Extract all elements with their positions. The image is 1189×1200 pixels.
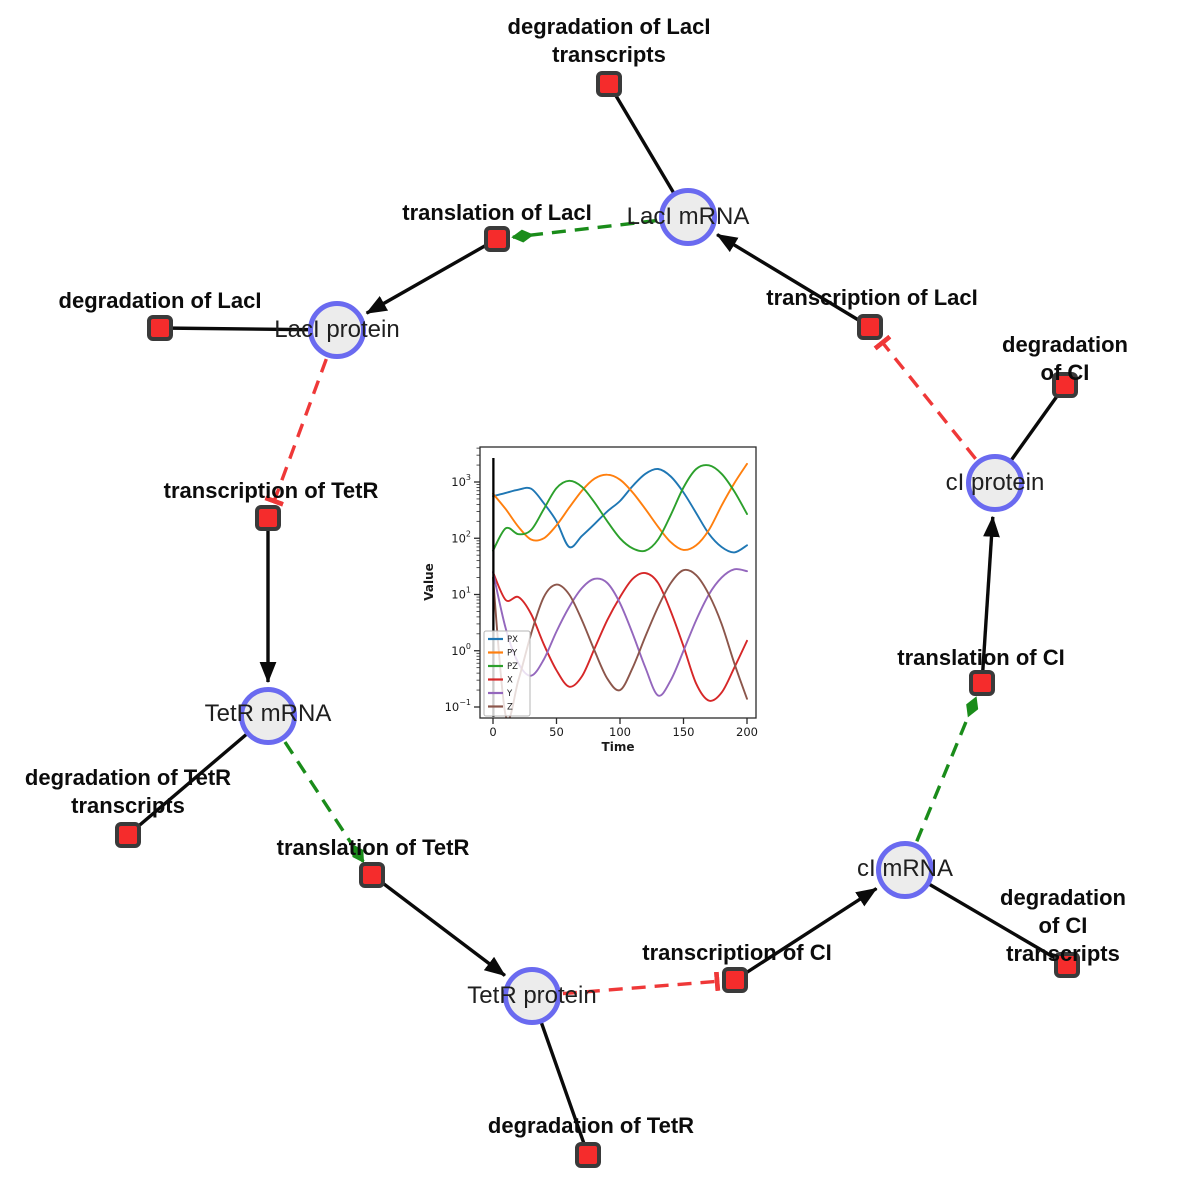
species-node-laci-protein[interactable]: [308, 301, 366, 359]
reaction-label-transcription-ci: transcription of CI: [642, 940, 832, 965]
y-tick-label: 10−1: [445, 698, 471, 714]
timeseries-inset-chart: 103 102 101 100 10−1 0 50 100 150 200 Time Value PX P…: [420, 435, 770, 770]
legend-label-PX: PX: [507, 635, 518, 645]
reaction-label-transcription-laci: transcription of LacI: [766, 285, 978, 310]
edge-laci-mrna-catalyzes-translation: [511, 218, 658, 243]
reaction-node-transcription-ci[interactable]: [722, 967, 748, 993]
reaction-node-transcription-tetr[interactable]: [255, 505, 281, 531]
species-label-laci-mrna: LacI mRNA: [626, 203, 750, 230]
x-tick-label: 150: [673, 725, 695, 739]
y-axis-label: Value: [422, 563, 436, 601]
reaction-node-deg-tetr-transcripts[interactable]: [115, 822, 141, 848]
legend-label-Y: Y: [506, 689, 513, 699]
reaction-node-deg-laci[interactable]: [147, 315, 173, 341]
y-tick-label: 102: [451, 529, 471, 545]
x-tick-label: 200: [736, 725, 758, 739]
species-label-tetr-protein: TetR protein: [467, 982, 597, 1009]
y-tick-label: 103: [451, 473, 471, 489]
edge-translation-ci-to-protein: [980, 515, 1000, 684]
y-tick-label: 100: [451, 642, 471, 658]
species-node-laci-mrna[interactable]: [659, 188, 717, 246]
reaction-label-translation-tetr: translation of TetR: [276, 835, 470, 860]
series-Z: [492, 568, 748, 718]
species-node-tetr-protein[interactable]: [503, 967, 561, 1025]
series-PY: [492, 462, 748, 551]
reaction-label-deg-ci-transcripts: degradation of CI transcripts: [1000, 885, 1126, 966]
x-tick-label: 50: [549, 725, 564, 739]
series-PZ: [492, 464, 748, 553]
y-tick-label: 101: [451, 586, 471, 602]
edge-ci-mrna-deg-transcripts: [904, 868, 1068, 967]
edge-transcription-ci-to-mrna: [734, 887, 878, 982]
x-tick-label: 0: [489, 725, 496, 739]
series-Y: [492, 568, 748, 697]
reaction-node-deg-ci-transcripts[interactable]: [1054, 952, 1080, 978]
reaction-label-translation-laci: translation of LacI: [402, 200, 592, 225]
reaction-label-translation-ci: translation of CI: [897, 645, 1065, 670]
species-node-ci-mrna[interactable]: [876, 841, 934, 899]
legend-label-PY: PY: [507, 649, 518, 659]
species-label-laci-protein: LacI protein: [274, 316, 400, 343]
reaction-node-translation-ci[interactable]: [969, 670, 995, 696]
edge-tetr-mrna-catalyzes-translation: [283, 741, 365, 863]
species-node-tetr-mrna[interactable]: [239, 687, 297, 745]
x-axis-label: Time: [602, 740, 635, 754]
legend-label-PZ: PZ: [507, 662, 518, 672]
edge-tetr-mrna-deg-transcripts: [126, 714, 270, 837]
reaction-label-deg-tetr: degradation of TetR: [487, 1113, 695, 1138]
plot-frame: [479, 446, 757, 719]
edge-transcription-laci-to-mrna: [716, 233, 871, 329]
reaction-node-deg-laci-transcripts[interactable]: [596, 71, 622, 97]
species-label-tetr-mrna: TetR mRNA: [204, 700, 332, 727]
edge-laci-protein-deg: [159, 326, 338, 332]
x-tick-label: 100: [609, 725, 631, 739]
reaction-label-deg-laci: degradation of LacI: [58, 288, 262, 313]
edge-ci-mrna-catalyzes-translation: [915, 696, 979, 842]
edge-translation-tetr-to-protein: [370, 873, 506, 977]
legend-label-X: X: [507, 676, 513, 686]
reaction-node-deg-ci[interactable]: [1052, 372, 1078, 398]
reaction-node-transcription-laci[interactable]: [857, 314, 883, 340]
edge-tetr-protein-inhibits-transcription-ci: [562, 971, 721, 996]
series-PX: [492, 468, 748, 554]
edge-laci-protein-inhibits-transcription-tetr: [264, 358, 328, 507]
edge-translation-laci-to-protein: [365, 237, 498, 315]
legend-label-Z: Z: [507, 703, 513, 713]
reaction-node-translation-laci[interactable]: [484, 226, 510, 252]
reaction-node-translation-tetr[interactable]: [359, 862, 385, 888]
species-label-ci-mrna: cI mRNA: [857, 855, 953, 882]
reaction-label-transcription-tetr: transcription of TetR: [163, 478, 379, 503]
reaction-node-deg-tetr[interactable]: [575, 1142, 601, 1168]
reaction-label-deg-ci: degradation of CI: [1002, 332, 1128, 385]
species-label-ci-protein: cI protein: [945, 469, 1045, 496]
reaction-label-deg-tetr-transcripts: degradation of TetR transcripts: [24, 765, 232, 818]
reaction-label-deg-laci-transcripts: degradation of LacI transcripts: [507, 14, 711, 67]
edge-ci-protein-inhibits-transcription-laci: [873, 334, 977, 460]
species-node-ci-protein[interactable]: [966, 454, 1024, 512]
